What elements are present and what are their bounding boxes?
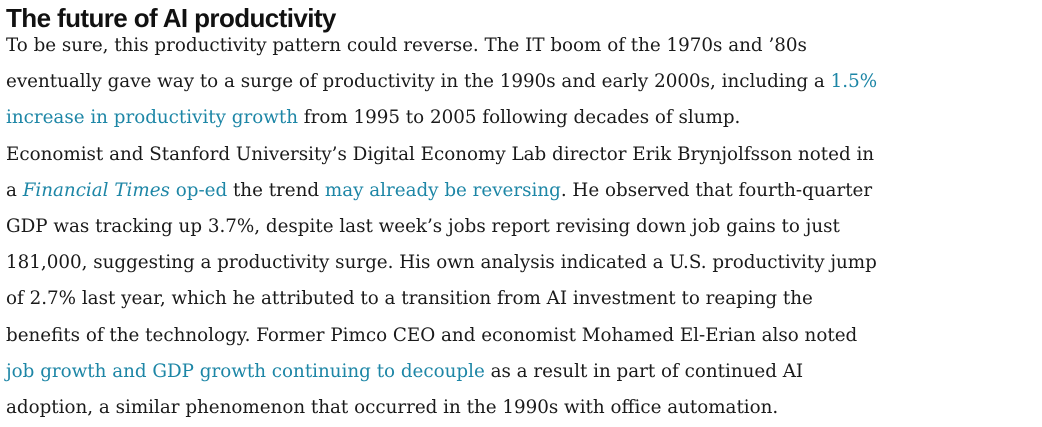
- text-segment: 181,000, suggesting a productivity surge…: [6, 252, 877, 274]
- text-line: of 2.7% last year, which he attributed t…: [6, 281, 877, 317]
- text-line: increase in productivity growth from 199…: [6, 100, 877, 136]
- text-segment: . He observed that fourth-quarter: [560, 179, 873, 201]
- text-line: eventually gave way to a surge of produc…: [6, 64, 877, 100]
- inline-link[interactable]: Financial Times: [22, 179, 170, 201]
- text-line: GDP was tracking up 3.7%, despite last w…: [6, 209, 877, 245]
- inline-link[interactable]: op-ed: [169, 179, 228, 201]
- text-segment: of 2.7% last year, which he attributed t…: [6, 288, 813, 310]
- inline-link[interactable]: may already be reversing: [324, 179, 561, 201]
- text-line: adoption, a similar phenomenon that occu…: [6, 390, 877, 426]
- text-segment: To be sure, this productivity pattern co…: [6, 35, 807, 56]
- text-line: Economist and Stanford University’s Digi…: [6, 137, 877, 173]
- text-segment: as a result in part of continued AI: [484, 360, 804, 382]
- text-segment: from 1995 to 2005 following decades of s…: [298, 107, 741, 129]
- text-segment: the trend: [227, 179, 325, 201]
- article-body: To be sure, this productivity pattern co…: [6, 28, 877, 426]
- text-segment: eventually gave way to a surge of produc…: [6, 71, 831, 93]
- text-line: job growth and GDP growth continuing to …: [6, 354, 877, 390]
- section-heading: The future of AI productivity: [6, 3, 336, 33]
- text-segment: Economist and Stanford University’s Digi…: [6, 143, 875, 165]
- text-segment: benefits of the technology. Former Pimco…: [6, 324, 858, 346]
- inline-link[interactable]: job growth and GDP growth continuing to …: [6, 360, 485, 382]
- text-line: a Financial Times op-ed the trend may al…: [6, 173, 877, 209]
- inline-link[interactable]: increase in productivity growth: [6, 107, 298, 129]
- text-line: 181,000, suggesting a productivity surge…: [6, 245, 877, 281]
- text-line: benefits of the technology. Former Pimco…: [6, 318, 877, 354]
- text-segment: GDP was tracking up 3.7%, despite last w…: [6, 215, 840, 237]
- text-segment: adoption, a similar phenomenon that occu…: [6, 396, 779, 418]
- inline-link[interactable]: 1.5%: [830, 71, 878, 93]
- text-segment: a: [6, 179, 23, 201]
- text-line: To be sure, this productivity pattern co…: [6, 28, 877, 64]
